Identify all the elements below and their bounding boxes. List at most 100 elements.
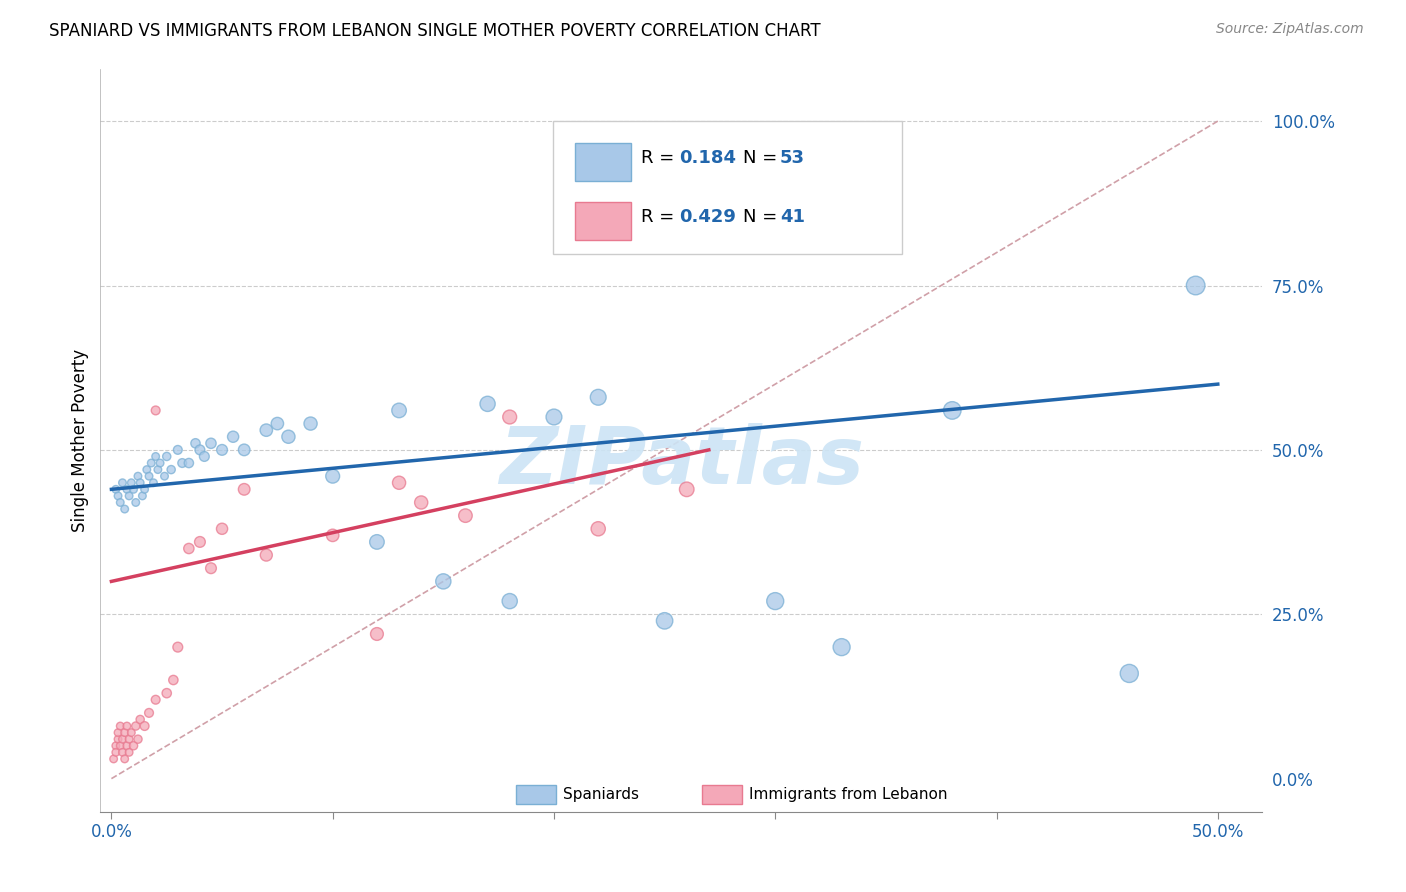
Point [138, 706, 160, 720]
Point [454, 508, 477, 523]
Point [222, 430, 245, 444]
Text: Source: ZipAtlas.com: Source: ZipAtlas.com [1216, 22, 1364, 37]
Point [277, 430, 299, 444]
Point [499, 594, 522, 608]
Point [200, 436, 222, 450]
Point [499, 409, 522, 424]
Point [131, 489, 153, 503]
Y-axis label: Single Mother Poverty: Single Mother Poverty [72, 349, 89, 532]
Point [110, 719, 132, 733]
Point [110, 739, 132, 753]
Point [127, 732, 149, 747]
Point [188, 442, 211, 457]
FancyBboxPatch shape [575, 143, 631, 181]
Point [720, 193, 742, 207]
Point [145, 403, 167, 417]
Point [172, 456, 194, 470]
Point [146, 462, 169, 476]
Point [432, 574, 454, 589]
Point [120, 475, 142, 490]
Point [156, 450, 179, 464]
Point [763, 594, 786, 608]
Point [111, 745, 134, 759]
Point [134, 483, 156, 497]
Point [254, 548, 277, 562]
Text: N =: N = [742, 208, 783, 226]
Point [322, 469, 344, 483]
Point [586, 390, 609, 404]
Point [104, 739, 127, 753]
Point [115, 483, 138, 497]
Point [127, 469, 149, 483]
Text: Immigrants from Lebanon: Immigrants from Lebanon [748, 787, 948, 802]
Point [153, 469, 176, 483]
Point [322, 528, 344, 542]
Point [129, 475, 152, 490]
Point [1118, 666, 1140, 681]
Point [233, 483, 256, 497]
Point [110, 495, 132, 509]
Point [543, 409, 565, 424]
Text: 0.184: 0.184 [679, 149, 735, 167]
Point [654, 614, 676, 628]
Point [141, 456, 163, 470]
Text: 41: 41 [780, 208, 806, 226]
Point [138, 469, 160, 483]
Point [111, 732, 134, 747]
Point [149, 456, 172, 470]
Point [211, 442, 233, 457]
Point [122, 483, 145, 497]
Point [104, 745, 127, 759]
FancyBboxPatch shape [575, 202, 631, 240]
Point [104, 483, 127, 497]
Text: Spaniards: Spaniards [562, 787, 638, 802]
Point [118, 745, 141, 759]
Point [142, 475, 165, 490]
Text: ZIPatlas: ZIPatlas [499, 424, 863, 501]
Text: 53: 53 [780, 149, 806, 167]
Point [586, 522, 609, 536]
Point [145, 450, 167, 464]
Point [266, 417, 288, 431]
Point [388, 475, 411, 490]
Point [366, 535, 388, 549]
Point [831, 640, 853, 654]
Point [184, 436, 207, 450]
Point [114, 502, 136, 516]
Text: R =: R = [641, 149, 679, 167]
Text: N =: N = [742, 149, 783, 167]
Point [111, 475, 134, 490]
FancyBboxPatch shape [516, 785, 555, 804]
Point [941, 403, 963, 417]
Point [118, 489, 141, 503]
Point [411, 495, 433, 509]
Point [115, 719, 138, 733]
Point [107, 489, 129, 503]
Point [122, 739, 145, 753]
Point [162, 673, 184, 687]
Point [134, 719, 156, 733]
Point [177, 456, 200, 470]
Point [120, 725, 142, 739]
Point [388, 403, 411, 417]
Point [193, 450, 215, 464]
Point [177, 541, 200, 556]
Text: SPANIARD VS IMMIGRANTS FROM LEBANON SINGLE MOTHER POVERTY CORRELATION CHART: SPANIARD VS IMMIGRANTS FROM LEBANON SING… [49, 22, 821, 40]
FancyBboxPatch shape [554, 120, 901, 254]
FancyBboxPatch shape [702, 785, 741, 804]
Point [675, 483, 697, 497]
Point [125, 495, 148, 509]
Point [145, 692, 167, 706]
Point [160, 462, 183, 476]
Point [1184, 278, 1206, 293]
Point [477, 397, 499, 411]
Point [114, 725, 136, 739]
Point [156, 686, 179, 700]
Point [211, 522, 233, 536]
Point [366, 627, 388, 641]
Text: R =: R = [641, 208, 679, 226]
Point [200, 561, 222, 575]
Point [166, 640, 188, 654]
Point [188, 535, 211, 549]
Point [254, 423, 277, 437]
